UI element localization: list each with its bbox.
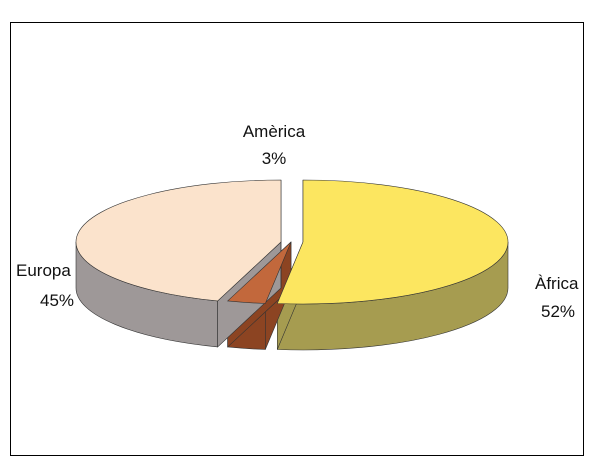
label-america-value: 3% — [262, 149, 287, 168]
pie-slice-àfrica — [276, 179, 509, 305]
pie-slice-europa — [75, 179, 282, 302]
label-europa-value: 45% — [40, 291, 74, 310]
caption-cut-off — [0, 0, 592, 10]
label-africa-value: 52% — [541, 302, 575, 321]
pie-chart: Amèrica 3% Europa 45% Àfrica 52% — [16, 122, 579, 351]
label-america-name: Amèrica — [243, 122, 306, 141]
pie-slice-amèrica — [226, 241, 292, 304]
label-africa-name: Àfrica — [535, 274, 579, 293]
chart-frame: Amèrica 3% Europa 45% Àfrica 52% — [10, 22, 584, 456]
label-europa-name: Europa — [16, 261, 71, 280]
